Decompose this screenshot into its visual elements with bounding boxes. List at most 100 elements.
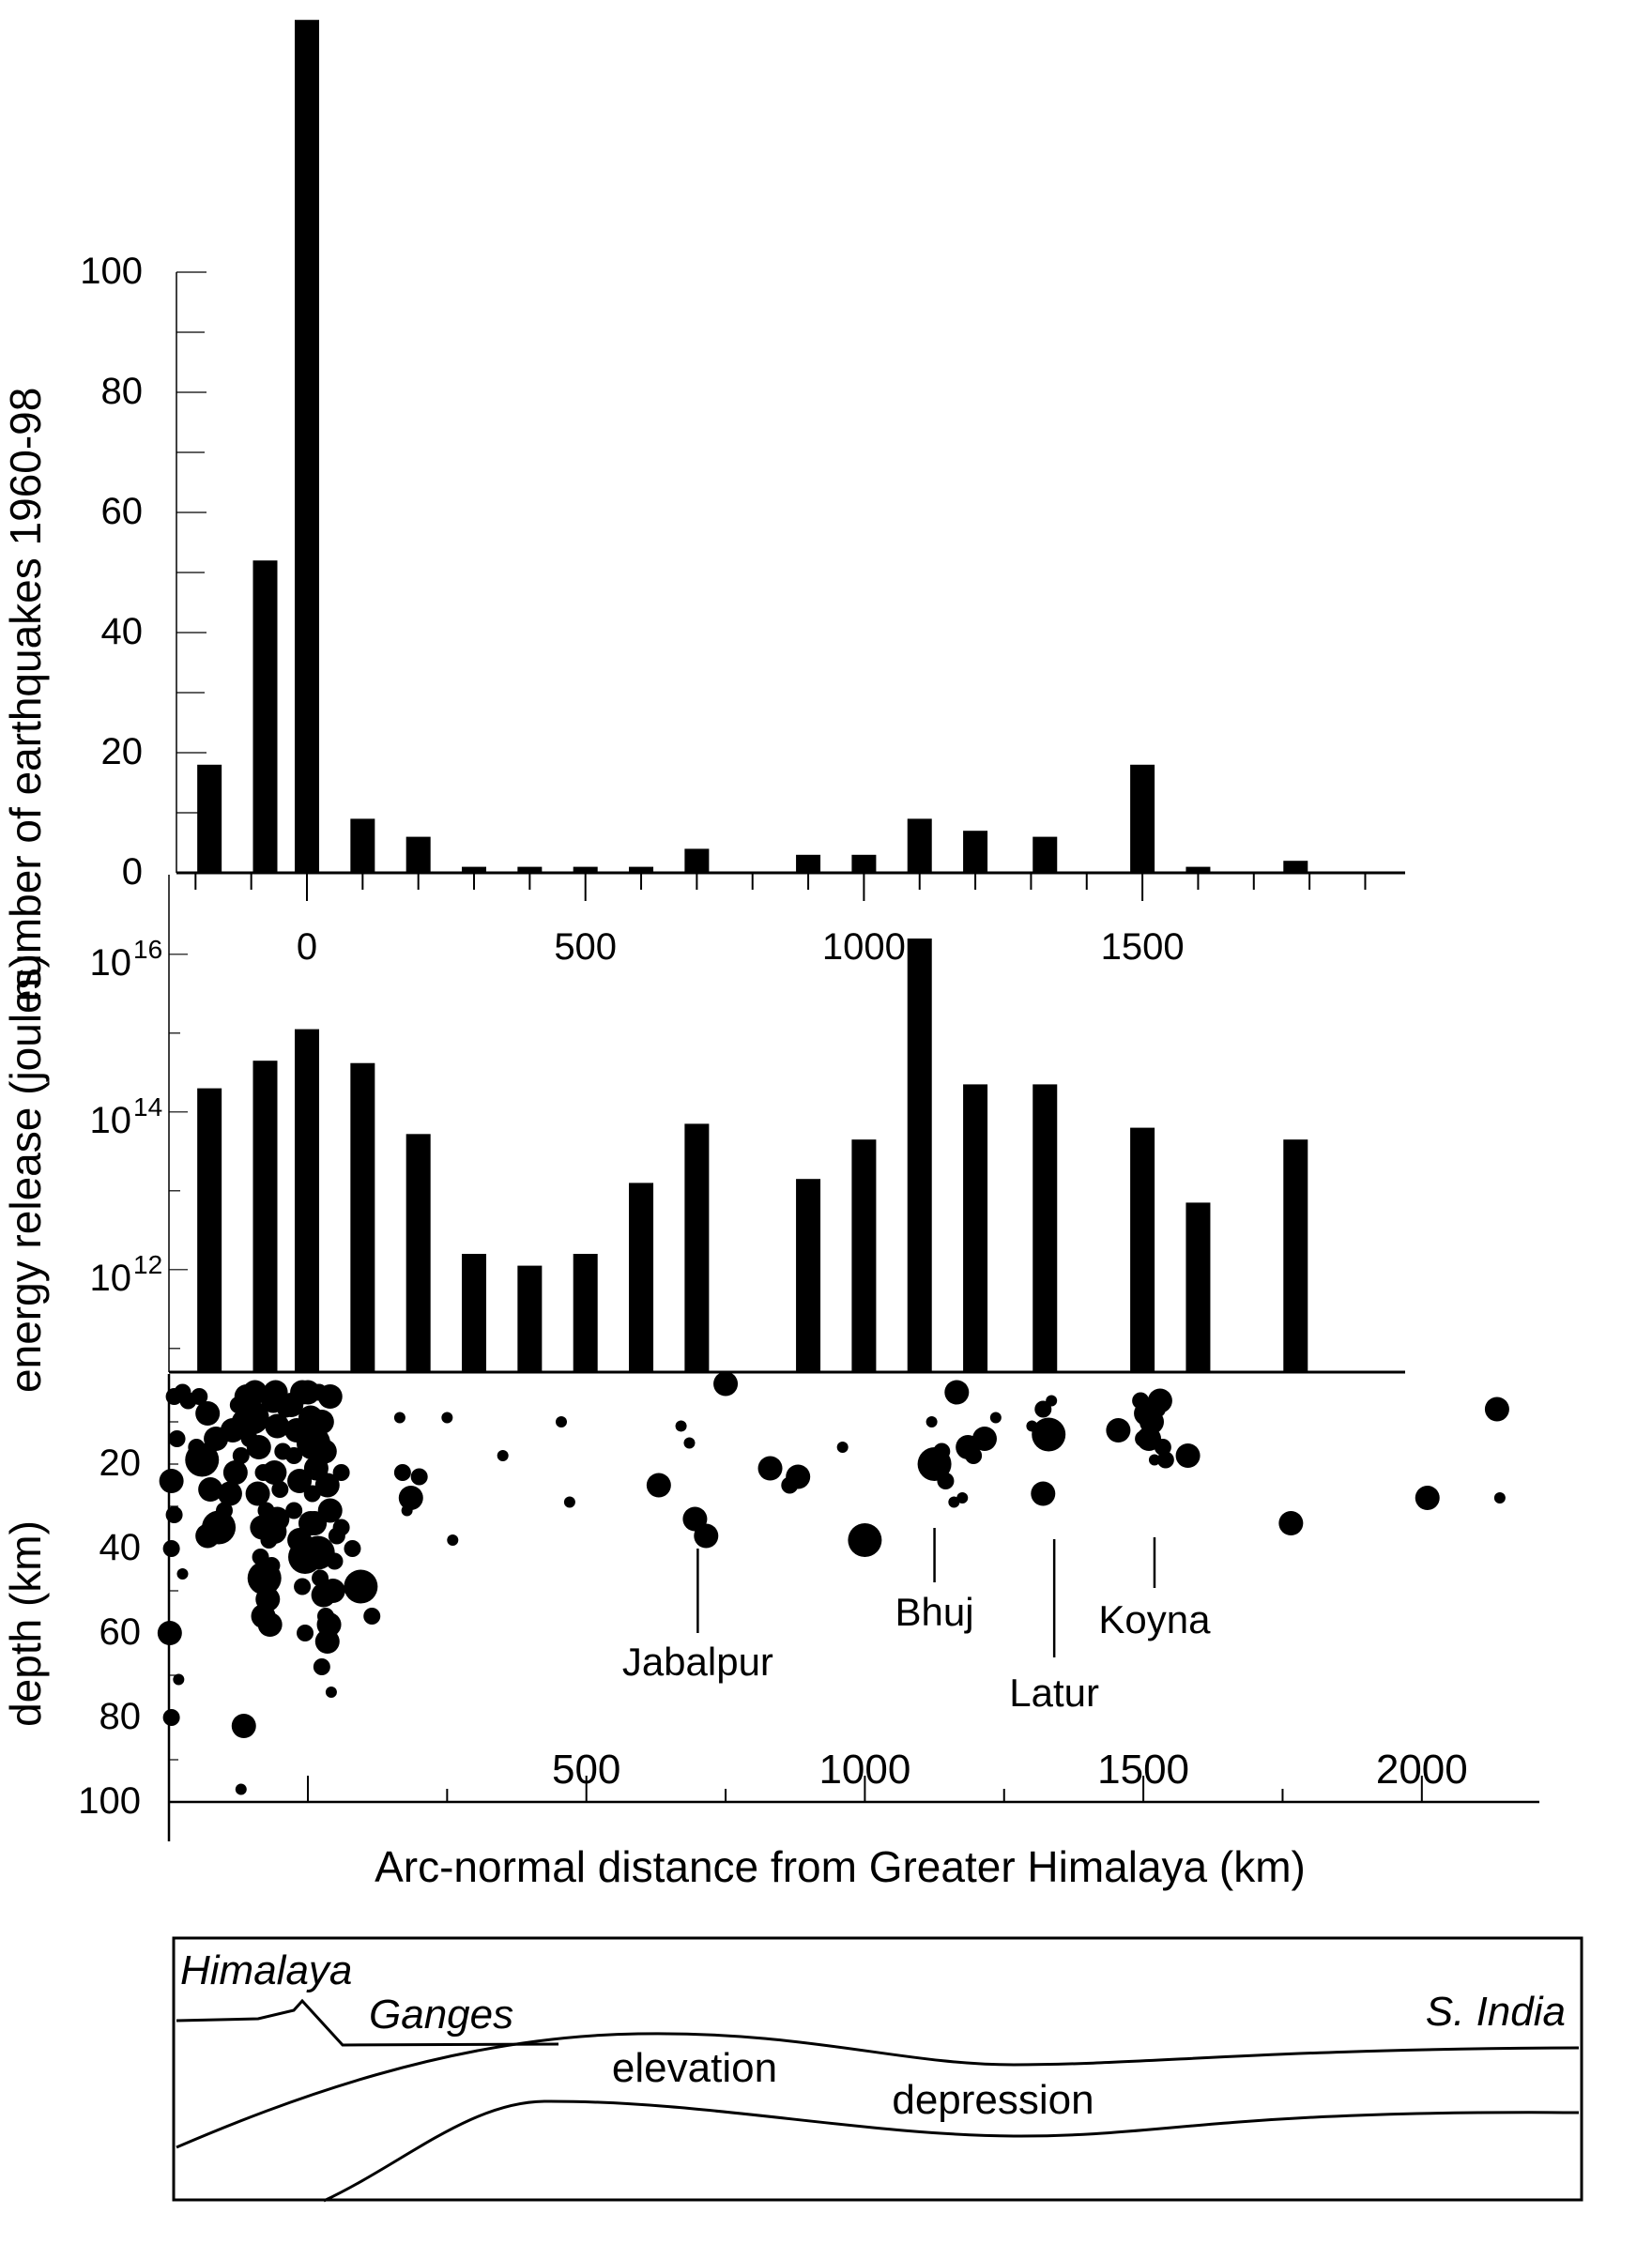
count-bars [197,20,1308,873]
depth-x-tick-label: 2000 [1376,1747,1468,1793]
depth-y-tick-label: 60 [99,1611,142,1653]
earthquake-point [410,1468,428,1486]
count-bar [907,818,932,873]
earthquake-point [314,1473,340,1498]
earthquake-point [1148,1454,1160,1466]
energy-bar [851,1139,877,1372]
count-bar [517,866,543,873]
earthquake-point [195,1401,221,1426]
earthquake-point [168,1430,186,1447]
earthquake-point [948,1496,960,1508]
earthquake-point [344,1540,361,1557]
earthquake-point [313,1658,330,1675]
earthquake-point [925,1416,938,1427]
energy-bar [907,939,932,1372]
earthquake-point [836,1442,849,1453]
depth-x-tick-label: 1000 [818,1747,910,1793]
earthquake-point [393,1412,405,1424]
energy-y-tick-label: 10 16 [90,935,163,984]
earthquake-point [332,1519,350,1536]
count-bar [573,866,598,873]
earthquake-point [786,1464,811,1489]
earthquake-point [937,1473,955,1489]
earthquake-point [956,1492,969,1504]
depth-x-tick-label: 1500 [1097,1747,1189,1793]
earthquake-point [848,1523,882,1557]
count-x-tick-label: 1500 [1101,926,1185,968]
earthquake-point [563,1496,575,1508]
energy-y-tick-exponent: 16 [133,935,162,964]
earthquake-point [310,1383,328,1401]
earthquake-point [285,1447,303,1464]
earthquake-point [157,1621,182,1645]
earthquake-point [317,1498,343,1523]
energy-y-tick-base: 10 [90,1258,132,1299]
energy-bar [684,1123,710,1372]
count-y-tick-label: 20 [101,731,144,772]
energy-bar [197,1088,222,1372]
earthquake-point [441,1412,453,1424]
earthquake-point [757,1456,783,1481]
earthquake-point [675,1420,687,1432]
earthquake-point [265,1413,290,1439]
depth-y-tick-label: 40 [99,1527,142,1568]
count-x-tick-label: 1000 [822,926,906,968]
count-y-tick-label: 80 [101,371,144,412]
earthquake-point [235,1400,269,1435]
depth-scatter-panel: depth (km) Arc-normal distance from Grea… [1,1371,1539,1891]
count-bar [1283,861,1308,873]
earthquake-point [1154,1439,1171,1456]
place-labels: Jabalpur Bhuj Latur Koyna [622,1528,1211,1715]
earthquake-point [263,1557,281,1574]
earthquake-point [646,1473,671,1498]
earthquake-point [363,1608,381,1625]
count-bar [1185,866,1211,873]
earthquake-point [262,1460,287,1485]
earthquake-point [1415,1486,1440,1510]
count-histogram-panel: number of earthquakes 1960-98 0 500 1000 15… [1,20,1405,1001]
energy-bar [1283,1139,1308,1372]
earthquake-point [1135,1430,1153,1447]
energy-y-tick-label: 10 14 [90,1092,163,1141]
ganges-label: Ganges [369,1992,513,2038]
earthquake-point [965,1447,983,1464]
energy-bar [1130,1127,1155,1372]
energy-bar [350,1062,375,1372]
count-bar [851,854,877,873]
energy-bar [295,1029,319,1372]
energy-bar [629,1183,654,1372]
earthquake-point [1493,1492,1506,1504]
count-bar [1032,836,1058,873]
earthquake-point [1175,1443,1201,1468]
elevation-label: elevation [612,2045,777,2091]
earthquake-point [242,1380,268,1405]
earthquake-point [290,1380,315,1405]
depth-y-tick-label: 20 [99,1443,142,1484]
earthquake-point [298,1511,323,1535]
place-label: Latur [1009,1671,1099,1715]
earthquake-point [312,1439,337,1464]
earthquake-point [497,1450,509,1461]
depth-y-tick-label: 80 [99,1696,142,1737]
energy-y-tick-exponent: 14 [133,1092,162,1122]
earthquake-point [222,1460,248,1485]
count-bar [1130,764,1155,873]
earthquake-point [265,1506,290,1532]
count-axes: 0 500 1000 1500 0 20 40 60 80 100 [80,251,1405,968]
count-y-tick-label: 60 [101,491,144,532]
earthquake-point [176,1568,189,1580]
energy-bar [963,1084,988,1372]
count-bar [684,848,710,873]
earthquake-point [713,1371,739,1397]
s-india-label: S. India [1426,1989,1566,2035]
earthquake-point [326,1552,344,1570]
earthquake-point [1106,1418,1131,1443]
energy-bar [517,1265,543,1372]
earthquake-point [309,1410,334,1434]
energy-bar [252,1061,278,1372]
earthquake-point [185,1443,220,1477]
count-bar [462,866,487,873]
earthquake-point [344,1569,378,1604]
depth-y-axis-title: depth (km) [1,1520,50,1727]
